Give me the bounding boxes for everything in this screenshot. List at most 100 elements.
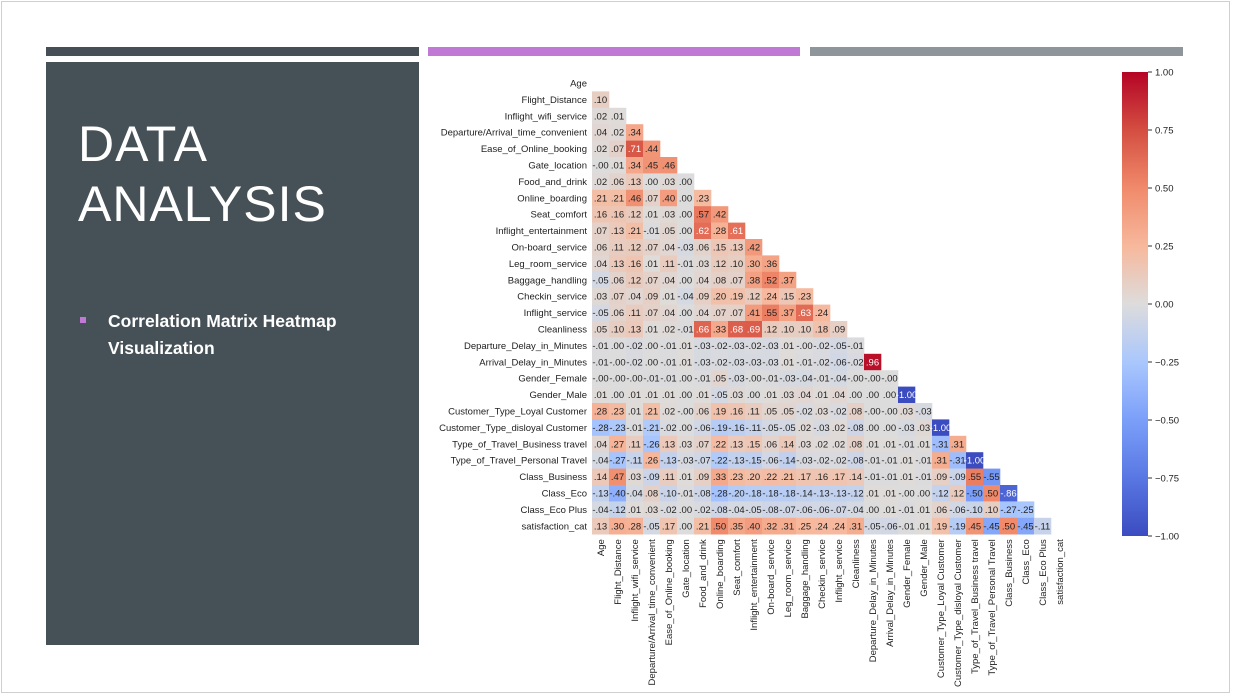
cell-value-label: -.01 — [864, 472, 880, 483]
heatmap-cell — [660, 189, 678, 207]
cell-value-label: .13 — [628, 177, 641, 188]
cell-value-label: .06 — [594, 243, 607, 254]
heatmap-cell — [643, 353, 661, 371]
heatmap-cell — [898, 501, 916, 519]
heatmap-cell — [762, 304, 780, 322]
heatmap-cell — [932, 468, 950, 486]
heatmap-cell — [898, 468, 916, 486]
heatmap-cell — [626, 321, 644, 338]
heatmap-cell — [898, 485, 916, 502]
column-label: Class_Business — [1004, 539, 1015, 607]
heatmap-cell — [728, 485, 746, 502]
cell-value-label: .37 — [781, 308, 794, 319]
cell-value-label: .21 — [781, 472, 794, 483]
heatmap-cell — [847, 435, 865, 453]
cell-value-label: -.09 — [949, 472, 965, 483]
cell-value-label: .10 — [798, 325, 811, 336]
heatmap-cell — [949, 435, 967, 453]
cell-value-label: .01 — [679, 357, 692, 368]
heatmap-cell — [609, 271, 627, 289]
cell-value-label: -.50 — [966, 489, 982, 500]
heatmap-cell — [643, 222, 661, 240]
cell-value-label: -.08 — [694, 489, 710, 500]
cell-value-label: .04 — [662, 243, 675, 254]
heatmap-cell — [745, 255, 763, 273]
cell-value-label: .00 — [645, 177, 658, 188]
heatmap-cell — [626, 485, 644, 502]
row-label: Food_and_drink — [518, 177, 587, 188]
heatmap-cell — [779, 353, 797, 371]
heatmap-cell — [745, 271, 763, 289]
heatmap-cell — [660, 485, 678, 502]
cell-value-label: .01 — [917, 439, 930, 450]
heatmap-cell — [881, 403, 899, 420]
heatmap-cell — [830, 370, 848, 387]
cell-value-label: -.03 — [728, 357, 744, 368]
cell-value-label: .09 — [832, 325, 845, 336]
heatmap-cell — [626, 403, 644, 420]
heatmap-cell — [779, 370, 797, 387]
cell-value-label: .12 — [713, 259, 726, 270]
cell-value-label: .34 — [628, 128, 641, 139]
heatmap-cell — [847, 386, 865, 404]
heatmap-cell — [745, 239, 763, 256]
cell-value-label: .24 — [815, 308, 828, 319]
column-label: Departure_Delay_in_Minutes — [868, 539, 879, 662]
heatmap-cell — [694, 304, 712, 322]
heatmap-cell — [643, 403, 661, 420]
cell-value-label: .14 — [594, 472, 607, 483]
heatmap-cell — [677, 386, 695, 404]
cell-value-label: .38 — [747, 275, 760, 286]
heatmap-cell — [711, 403, 729, 420]
heatmap-cell — [966, 468, 984, 486]
column-label: Gate_location — [681, 539, 692, 598]
heatmap-cell — [660, 157, 678, 174]
heatmap-cell — [796, 501, 814, 519]
cell-value-label: .03 — [696, 259, 709, 270]
cell-value-label: .00 — [679, 275, 692, 286]
cell-value-label: -.01 — [796, 357, 812, 368]
heatmap-cell — [864, 419, 882, 437]
cell-value-label: .01 — [917, 505, 930, 516]
cell-value-label: .19 — [730, 292, 743, 303]
heatmap-cell — [626, 271, 644, 289]
heatmap-cell — [932, 452, 950, 469]
heatmap-cell — [626, 173, 644, 191]
heatmap-cell — [694, 370, 712, 387]
heatmap-cell — [779, 517, 797, 535]
heatmap-cell — [847, 403, 865, 420]
column-label: Type_of_Travel_Personal Travel — [987, 539, 998, 675]
cell-value-label: .46 — [628, 193, 641, 204]
heatmap-cell — [898, 386, 916, 404]
heatmap-cell — [643, 337, 661, 355]
heatmap-cell — [1000, 485, 1018, 502]
cell-value-label: .07 — [645, 193, 658, 204]
heatmap-cell — [1017, 501, 1035, 519]
cell-value-label: -.31 — [949, 456, 965, 467]
column-label: Inflight_entertainment — [749, 539, 760, 631]
heatmap-cell — [949, 468, 967, 486]
cell-value-label: .21 — [645, 407, 658, 418]
heatmap-cell — [609, 124, 627, 141]
heatmap-cell — [728, 271, 746, 289]
heatmap-cell — [762, 337, 780, 355]
heatmap-cells: .10.02.01.04.02.34.02.07.71.44-.00.01.34… — [592, 91, 1052, 535]
heatmap-cell — [796, 468, 814, 486]
heatmap-cell — [609, 419, 627, 437]
heatmap-cell — [643, 370, 661, 387]
heatmap-cell — [592, 173, 610, 191]
heatmap-cell — [660, 173, 678, 191]
cell-value-label: .01 — [645, 325, 658, 336]
cell-value-label: -.22 — [711, 456, 727, 467]
cell-value-label: .06 — [611, 308, 624, 319]
heatmap-cell — [983, 485, 1001, 502]
cell-value-label: .26 — [645, 456, 658, 467]
cell-value-label: -.05 — [745, 505, 761, 516]
cell-value-label: .32 — [764, 521, 777, 532]
heatmap-cell — [694, 403, 712, 420]
cell-value-label: .01 — [611, 161, 624, 172]
cell-value-label: -.01 — [813, 374, 829, 385]
cell-value-label: -.06 — [762, 456, 778, 467]
cell-value-label: .11 — [611, 243, 624, 254]
